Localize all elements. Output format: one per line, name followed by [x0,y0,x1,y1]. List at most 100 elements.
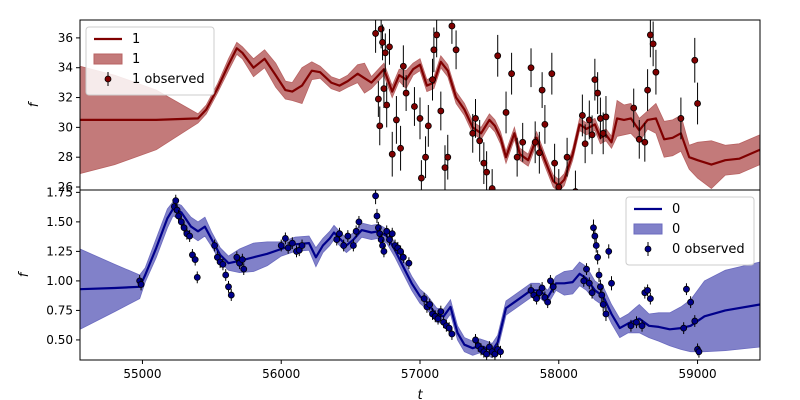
bottom-observed-point [549,280,557,293]
top-point-marker [469,129,477,137]
bottom-point-marker [340,242,348,249]
top-point-marker [476,137,484,145]
top-observed-point [476,119,484,162]
bottom-point-marker [284,244,292,252]
top-observed-point [411,87,418,126]
top-point-marker [372,30,379,37]
x-tick-label: 55000 [123,367,161,381]
top-point-marker [444,153,452,161]
top-observed-point [417,160,425,190]
top-point-marker [374,95,382,103]
bottom-point-marker [277,242,285,249]
top-observed-point [538,72,546,108]
top-observed-point [483,151,491,190]
bottom-observed-point [193,271,201,284]
bottom-legend-point-swatch [644,245,652,253]
top-observed-point [635,119,643,159]
top-point-marker [602,113,610,121]
top-point-marker [441,164,449,172]
bottom-point-marker [646,295,654,303]
bottom-observed-point [605,244,613,259]
bottom-observed-point [644,284,651,297]
top-observed-point [472,99,479,138]
bottom-uncertainty-band [80,201,760,359]
x-tick-label: 58000 [540,367,578,381]
top-observed-point [563,137,571,177]
bottom-point-marker [336,230,343,238]
top-observed-point [652,49,660,95]
bottom-y-axis: 0.50 0.75 1.00 1.25 1.50 1.75 [46,185,80,347]
bottom-legend-entry: 0 observed [644,242,745,257]
top-observed-point [381,33,389,73]
bottom-point-marker [227,291,235,299]
bottom-point-marker [544,298,552,306]
bottom-legend-entry: 0 [633,222,680,237]
bottom-observed-point [386,233,393,246]
bottom-point-marker [240,265,248,273]
top-observed-point [393,96,400,144]
bottom-observed-point [137,278,145,291]
bottom-point-marker [388,230,396,238]
bottom-observed-point [399,251,407,264]
bottom-legend-box [625,196,755,266]
top-point-marker [548,70,556,78]
top-point-marker [380,85,388,92]
top-y-axis-label: f [27,100,42,107]
bottom-observed-point [591,228,599,244]
bottom-observed-point [627,319,635,332]
top-panel: 26 28 30 32 34 36 f 1 1 1 observed [27,19,761,194]
top-observed-point [397,125,404,171]
top-point-marker [377,25,385,33]
top-point-marker [448,22,456,30]
bottom-point-marker [594,253,602,261]
bottom-y-tick-label: 1.00 [46,274,73,288]
top-y-tick-label: 34 [58,61,73,75]
bottom-point-marker [405,259,413,267]
bottom-point-marker [173,206,181,214]
bottom-point-marker [397,247,404,255]
bottom-point-marker [683,285,690,293]
top-observed-point [541,105,549,144]
bottom-point-marker [298,242,306,249]
top-point-marker [646,31,654,39]
bottom-point-marker [590,224,597,232]
top-point-marker [572,188,579,190]
bottom-observed-point [483,348,491,360]
bottom-point-marker [344,232,352,240]
bottom-point-marker [373,212,381,220]
bottom-point-marker [608,279,615,287]
top-legend-label: 1 [132,52,140,67]
bottom-point-marker [497,348,504,356]
bottom-observed-point [298,239,306,252]
bottom-point-marker [605,247,613,255]
bottom-point-marker [186,232,194,240]
bottom-observed-point [227,289,235,301]
top-point-marker [494,52,502,60]
top-observed-point [646,20,654,58]
top-observed-point [380,69,388,108]
top-observed-point [444,134,452,180]
bottom-point-marker [547,277,554,285]
bottom-y-axis-label: f [17,270,32,277]
top-point-marker [694,100,701,107]
top-point-marker [531,138,539,146]
bottom-point-marker [374,224,382,232]
top-legend-label: 1 [132,32,140,47]
bottom-point-marker [191,256,199,264]
bottom-point-marker [352,227,360,235]
top-observed-point [502,91,510,134]
top-point-marker [588,131,596,139]
bottom-observed-point [352,225,360,238]
top-point-marker [691,56,699,64]
bottom-point-marker [599,301,607,308]
top-y-tick-label: 30 [58,120,73,134]
bottom-y-tick-label: 0.50 [46,333,73,347]
bottom-observed-point [594,250,602,265]
top-point-marker [677,115,685,122]
bottom-x-axis: 55000 56000 57000 58000 59000 [123,360,717,381]
top-point-marker [585,116,593,124]
bottom-point-marker [437,308,445,315]
bottom-observed-point [599,297,607,312]
top-observed-point [551,143,559,183]
